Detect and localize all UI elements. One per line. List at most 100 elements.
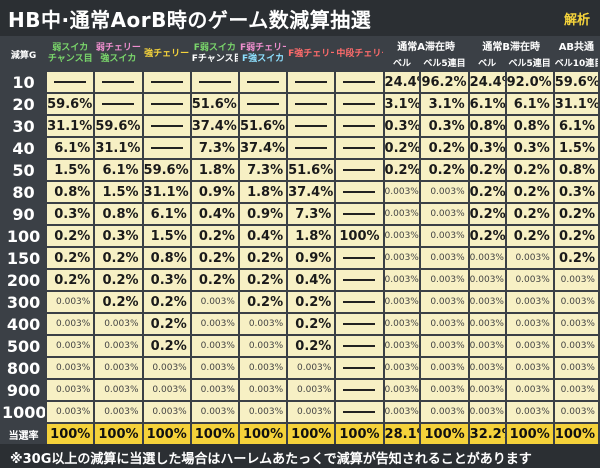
- value-cell: 0.003%: [47, 402, 94, 422]
- value-cell: 0.8%: [95, 204, 142, 224]
- rate-cell: 100%: [288, 424, 335, 444]
- value-cell: 37.4%: [191, 116, 238, 136]
- value-cell: 0.003%: [239, 358, 287, 378]
- dash-cell: [191, 72, 238, 92]
- rate-row: 当選率100%100%100%100%100%100%100%28.1%100%…: [2, 424, 598, 444]
- value-cell: 51.6%: [239, 116, 287, 136]
- row-g-label: 20: [2, 94, 46, 114]
- value-cell: 0.3%: [47, 204, 94, 224]
- dash-mark: [102, 81, 135, 83]
- dash-mark: [102, 103, 135, 105]
- value-cell: 0.003%: [469, 336, 505, 356]
- value-cell: 92.0%: [506, 72, 553, 92]
- dash-mark: [295, 81, 328, 83]
- value-cell: 0.003%: [506, 270, 553, 290]
- value-cell: 6.1%: [469, 94, 505, 114]
- dash-cell: [336, 380, 383, 400]
- value-cell: 0.2%: [469, 226, 505, 246]
- value-cell: 0.2%: [421, 138, 468, 158]
- sub-a1: ベル: [384, 55, 420, 70]
- dash-cell: [95, 94, 142, 114]
- value-cell: 0.003%: [506, 248, 553, 268]
- value-cell: 0.2%: [239, 270, 287, 290]
- value-cell: 0.003%: [469, 270, 505, 290]
- table-row: 900 0.003% 0.003% 0.003% 0.003% 0.003% 0.003% 0…: [2, 380, 598, 400]
- value-cell: 0.2%: [239, 292, 287, 312]
- dash-cell: [288, 138, 335, 158]
- dash-mark: [198, 81, 231, 83]
- row-g-label: 800: [2, 358, 46, 378]
- value-cell: 1.8%: [288, 226, 335, 246]
- value-cell: 0.2%: [421, 160, 468, 180]
- rate-cell: 100%: [554, 424, 598, 444]
- dash-mark: [295, 147, 328, 149]
- group-ab: AB共通: [554, 38, 598, 53]
- value-cell: 0.2%: [191, 226, 238, 246]
- value-cell: 0.2%: [288, 314, 335, 334]
- value-cell: 0.9%: [288, 248, 335, 268]
- group-a: 通常A滞在時: [384, 38, 468, 53]
- rate-label: 当選率: [2, 424, 46, 444]
- value-cell: 59.6%: [47, 94, 94, 114]
- dash-cell: [336, 182, 383, 202]
- table-row: 800 0.003% 0.003% 0.003% 0.003% 0.003% 0.003% 0…: [2, 358, 598, 378]
- value-cell: 0.003%: [421, 248, 468, 268]
- header-col-1: 弱スイカ チャンス目: [47, 38, 94, 70]
- value-cell: 1.8%: [191, 160, 238, 180]
- dash-mark: [295, 103, 328, 105]
- value-cell: 0.003%: [384, 226, 420, 246]
- row-g-label: 500: [2, 336, 46, 356]
- footer: ※30G以上の減算に当選した場合はハーレムあたっくで減算が告知されることがありま…: [0, 444, 600, 468]
- dash-cell: [239, 94, 287, 114]
- value-cell: 0.003%: [384, 204, 420, 224]
- table-row: 400 0.003% 0.003% 0.2% 0.003% 0.003% 0.2% 0.003…: [2, 314, 598, 334]
- value-cell: 31.1%: [95, 138, 142, 158]
- row-g-label: 50: [2, 160, 46, 180]
- value-cell: 0.2%: [288, 336, 335, 356]
- value-cell: 0.2%: [469, 182, 505, 202]
- table-row: 20 59.6% 51.6% 3.1% 3.1% 6.1% 6.1% 31.1%: [2, 94, 598, 114]
- table-row: 300 0.003% 0.2% 0.2% 0.003% 0.2% 0.2% 0.003% 0.0…: [2, 292, 598, 312]
- value-cell: 0.003%: [239, 380, 287, 400]
- value-cell: 0.003%: [384, 314, 420, 334]
- value-cell: 6.1%: [95, 160, 142, 180]
- value-cell: 0.003%: [421, 380, 468, 400]
- row-g-label: 90: [2, 204, 46, 224]
- header-line-2: 強スイカ: [100, 54, 137, 64]
- value-cell: 0.003%: [506, 358, 553, 378]
- value-cell: 7.3%: [288, 204, 335, 224]
- value-cell: 31.1%: [554, 94, 598, 114]
- value-cell: 0.003%: [384, 380, 420, 400]
- table-row: 200 0.2% 0.2% 0.3% 0.2% 0.2% 0.4% 0.003% 0.003% 0…: [2, 270, 598, 290]
- value-cell: 0.003%: [288, 358, 335, 378]
- value-cell: 0.2%: [469, 204, 505, 224]
- value-cell: 0.003%: [47, 358, 94, 378]
- dash-mark: [343, 191, 376, 193]
- value-cell: 0.003%: [384, 402, 420, 422]
- dash-mark: [343, 411, 376, 413]
- value-cell: 0.9%: [191, 182, 238, 202]
- value-cell: 24.4%: [384, 72, 420, 92]
- header-line-1: 弱スイカ: [52, 43, 89, 53]
- value-cell: 0.4%: [288, 270, 335, 290]
- dash-mark: [295, 125, 328, 127]
- value-cell: 0.2%: [506, 182, 553, 202]
- dash-mark: [150, 125, 183, 127]
- value-cell: 0.003%: [191, 314, 238, 334]
- dash-mark: [343, 279, 376, 281]
- value-cell: 0.2%: [506, 160, 553, 180]
- dash-mark: [343, 301, 376, 303]
- value-cell: 0.003%: [469, 314, 505, 334]
- header-line-1: 中段チェリー: [336, 48, 382, 59]
- analysis-tag: 解析: [563, 13, 590, 28]
- dash-cell: [288, 94, 335, 114]
- row-g-label: 300: [2, 292, 46, 312]
- value-cell: 0.003%: [421, 270, 468, 290]
- dash-cell: [336, 402, 383, 422]
- value-cell: 0.003%: [469, 402, 505, 422]
- value-cell: 6.1%: [47, 138, 94, 158]
- rate-cell: 32.2%: [469, 424, 505, 444]
- value-cell: 1.5%: [95, 182, 142, 202]
- value-cell: 31.1%: [47, 116, 94, 136]
